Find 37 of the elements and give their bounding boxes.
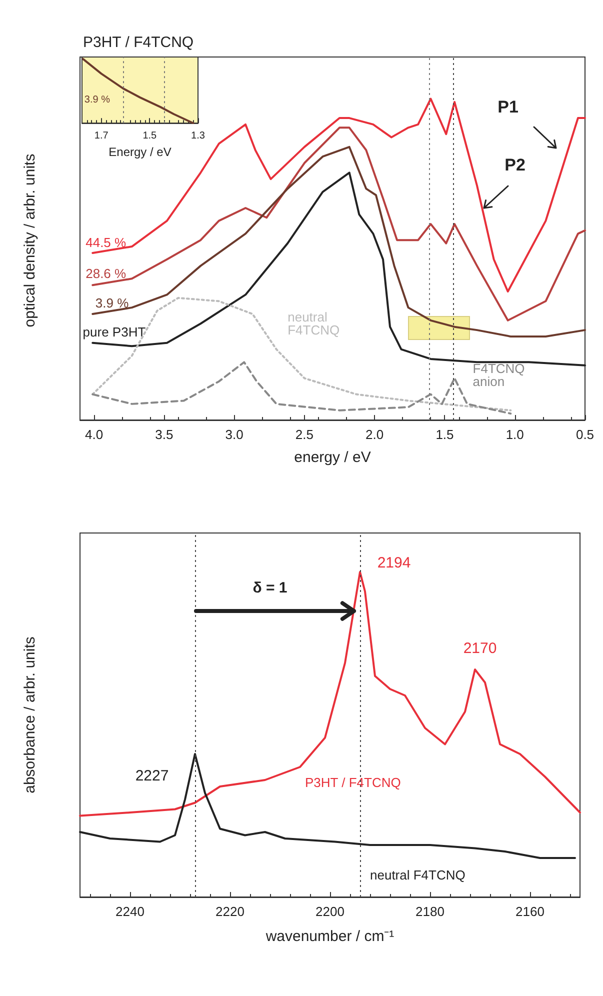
y-axis-title: absorbance / arbr. units — [22, 636, 38, 794]
annotation: 2194 — [377, 554, 411, 572]
series-label: neutral F4TCNQ — [288, 310, 340, 338]
annotation: P2 — [504, 156, 526, 174]
x-tick-label: 2.0 — [366, 427, 384, 442]
x-tick-label: 1.7 — [94, 130, 109, 142]
x-tick-label: 2.5 — [295, 427, 314, 442]
x-tick-label: 2180 — [416, 904, 444, 919]
x-tick-label: 1.5 — [436, 427, 454, 442]
x-axis-title: wavenumber / cm⁻¹ — [264, 928, 394, 945]
x-tick-label: 1.0 — [506, 427, 524, 442]
chart-title: P3HT / F4TCNQ — [83, 34, 194, 51]
x-tick-label: 2160 — [516, 904, 544, 919]
series-label: pure P3HT — [82, 324, 146, 340]
annotation: 2170 — [463, 640, 497, 657]
series-label: F4TCNQ anion — [472, 361, 528, 390]
series-label: 44.5 % — [86, 235, 127, 250]
annotation: 2227 — [135, 768, 169, 784]
x-tick-label: 2240 — [116, 904, 144, 919]
series-label: 28.6 % — [86, 266, 127, 282]
series-label: 3.9 % — [95, 296, 130, 311]
annotation: δ = 1 — [252, 580, 288, 596]
y-axis-title: optical density / arbr. units — [22, 154, 38, 328]
x-tick-label: 0.5 — [576, 427, 594, 442]
x-tick-label: 4.0 — [84, 427, 104, 442]
x-tick-label: 1.5 — [142, 130, 158, 142]
series-label: 3.9 % — [84, 94, 110, 106]
x-tick-label: 1.3 — [191, 130, 206, 142]
x-axis-title: energy / eV — [294, 449, 371, 466]
x-axis-title: Energy / eV — [108, 145, 172, 159]
series-label: neutral F4TCNQ — [370, 867, 466, 882]
x-tick-label: 3.0 — [225, 427, 244, 442]
series-label: P3HT / F4TCNQ — [305, 775, 401, 790]
x-tick-label: 2220 — [216, 904, 244, 919]
x-tick-label: 3.5 — [155, 427, 174, 442]
annotation: P1 — [498, 98, 518, 116]
x-tick-label: 2200 — [316, 904, 344, 919]
